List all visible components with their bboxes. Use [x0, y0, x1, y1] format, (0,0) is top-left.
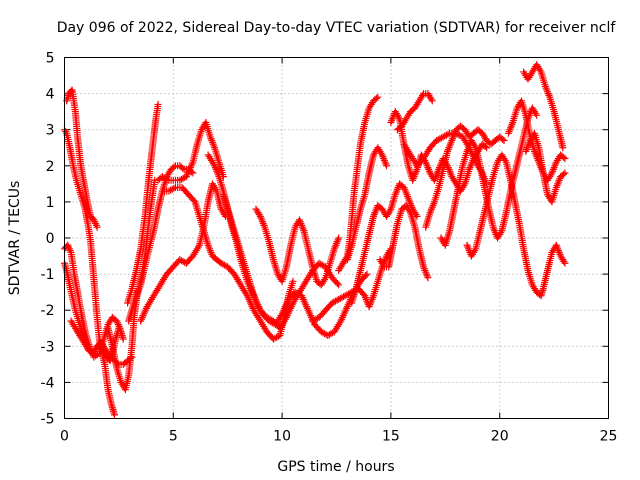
data-point	[111, 411, 119, 419]
data-point	[335, 281, 343, 289]
data-point	[362, 272, 370, 280]
data-point	[428, 97, 436, 105]
data-point	[190, 196, 198, 204]
data-point	[168, 185, 176, 193]
data-point	[372, 94, 380, 102]
y-tick-label: 5	[46, 51, 55, 67]
data-point	[374, 93, 382, 101]
data-point	[179, 164, 187, 172]
data-point	[560, 153, 568, 161]
data-point	[383, 162, 391, 170]
data-point	[321, 330, 329, 338]
data-point	[424, 274, 432, 282]
y-tick-label: -1	[41, 267, 55, 283]
data-point	[533, 111, 541, 119]
chart-title: Day 096 of 2022, Sidereal Day-to-day VTE…	[57, 20, 617, 36]
y-tick-label: -3	[41, 339, 55, 355]
data-point	[335, 234, 343, 242]
data-point	[179, 174, 187, 182]
data-point	[289, 277, 297, 285]
x-tick-label: 10	[273, 429, 291, 445]
y-tick-label: 2	[46, 159, 55, 175]
data-point	[560, 170, 568, 178]
data-point	[483, 144, 491, 152]
data-point	[333, 279, 341, 287]
axis-tick-labels: 0 5 10 15 20 25 -5 -4 -3 -2 -1 0 1 2 3 4 5	[41, 51, 618, 445]
data-point	[561, 155, 569, 163]
y-tick-label: 1	[46, 195, 55, 211]
data-point	[93, 223, 101, 231]
x-tick-label: 25	[600, 429, 618, 445]
x-tick-label: 5	[169, 429, 178, 445]
data-point	[170, 184, 178, 192]
data-point	[273, 333, 281, 341]
data-points	[61, 61, 569, 419]
data-point	[170, 163, 178, 171]
y-tick-label: 0	[46, 231, 55, 247]
data-point	[318, 261, 326, 269]
data-point	[481, 143, 489, 151]
y-tick-label: 3	[46, 123, 55, 139]
x-tick-label: 15	[382, 429, 400, 445]
x-tick-label: 20	[491, 429, 509, 445]
data-point	[499, 135, 507, 143]
data-point	[561, 169, 569, 177]
data-point	[363, 270, 371, 278]
data-point	[161, 175, 169, 183]
data-point	[119, 335, 127, 343]
plot-frame	[64, 57, 609, 419]
y-tick-label: -2	[41, 303, 55, 319]
y-axis-label: SDTVAR / TECUs	[7, 181, 23, 296]
data-point	[559, 144, 567, 152]
x-tick-label: 0	[60, 429, 69, 445]
data-point	[154, 100, 162, 108]
x-axis-label: GPS time / hours	[277, 459, 394, 475]
data-point	[444, 130, 452, 138]
data-point	[500, 137, 508, 145]
y-tick-label: 4	[46, 87, 55, 103]
y-tick-label: -5	[41, 412, 55, 428]
y-tick-label: -4	[41, 375, 55, 391]
data-point	[327, 330, 335, 338]
data-point	[561, 259, 569, 267]
